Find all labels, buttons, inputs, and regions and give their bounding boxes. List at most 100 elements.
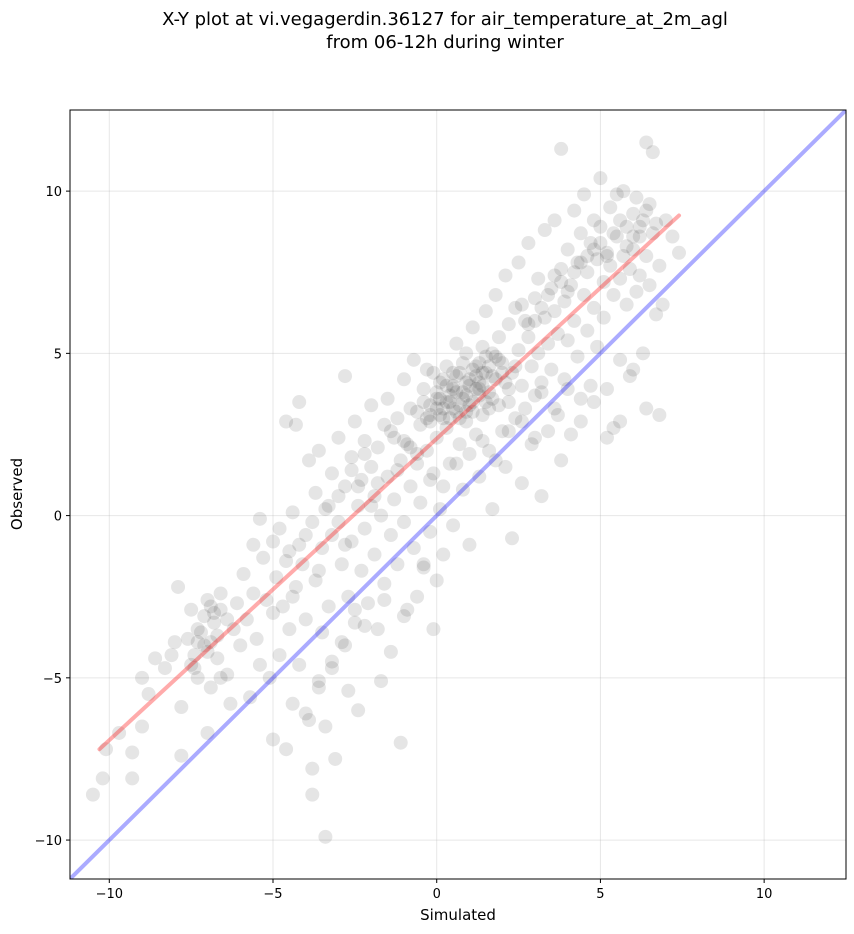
data-point xyxy=(554,274,569,289)
data-point xyxy=(616,249,631,264)
data-point xyxy=(423,408,438,423)
data-point xyxy=(586,242,601,257)
regression-line xyxy=(97,213,682,752)
data-point xyxy=(338,369,353,384)
data-point xyxy=(413,495,428,510)
data-point xyxy=(629,190,644,205)
data-point xyxy=(288,579,303,594)
data-point xyxy=(436,372,451,387)
data-point xyxy=(252,657,267,672)
data-point xyxy=(429,430,444,445)
data-point xyxy=(292,657,307,672)
data-point xyxy=(475,339,490,354)
data-point xyxy=(318,502,333,517)
data-point xyxy=(200,592,215,607)
data-point xyxy=(488,287,503,302)
grid-lines xyxy=(70,110,846,879)
data-point xyxy=(354,563,369,578)
data-point xyxy=(632,219,647,234)
data-point xyxy=(560,333,575,348)
data-point xyxy=(446,365,461,380)
data-point xyxy=(508,411,523,426)
data-point xyxy=(635,346,650,361)
data-point xyxy=(626,229,641,244)
data-point xyxy=(501,317,516,332)
data-point xyxy=(207,615,222,630)
data-point xyxy=(436,411,451,426)
data-point xyxy=(521,317,536,332)
data-point xyxy=(406,541,421,556)
data-point xyxy=(338,537,353,552)
data-point xyxy=(446,378,461,393)
data-point xyxy=(491,352,506,367)
data-point xyxy=(462,378,477,393)
data-point xyxy=(541,336,556,351)
data-point xyxy=(364,459,379,474)
data-point xyxy=(465,404,480,419)
data-point xyxy=(452,398,467,413)
data-point xyxy=(141,687,156,702)
data-point xyxy=(557,372,572,387)
data-point xyxy=(560,284,575,299)
data-point xyxy=(482,443,497,458)
data-point xyxy=(475,378,490,393)
data-point xyxy=(347,615,362,630)
plot-frame xyxy=(69,109,847,880)
data-point xyxy=(475,365,490,380)
data-point xyxy=(203,599,218,614)
data-point xyxy=(652,258,667,273)
data-point xyxy=(324,466,339,481)
data-point xyxy=(505,531,520,546)
y-tick-label: −10 xyxy=(35,834,62,849)
data-point xyxy=(193,625,208,640)
data-point xyxy=(324,661,339,676)
data-point xyxy=(220,612,235,627)
data-point xyxy=(442,411,457,426)
data-point xyxy=(321,498,336,513)
data-point xyxy=(472,356,487,371)
data-point xyxy=(423,472,438,487)
data-point xyxy=(619,239,634,254)
data-point xyxy=(550,326,565,341)
y-tick-label: −5 xyxy=(43,672,62,687)
data-point xyxy=(419,362,434,377)
data-point xyxy=(622,261,637,276)
data-point xyxy=(508,359,523,374)
data-point xyxy=(619,297,634,312)
data-point xyxy=(475,408,490,423)
data-point xyxy=(518,313,533,328)
data-point xyxy=(285,505,300,520)
data-point xyxy=(622,369,637,384)
data-point xyxy=(426,466,441,481)
data-point xyxy=(501,395,516,410)
data-point xyxy=(429,385,444,400)
data-point xyxy=(521,236,536,251)
data-point xyxy=(590,252,605,267)
data-point xyxy=(485,391,500,406)
data-point xyxy=(531,271,546,286)
data-point xyxy=(462,372,477,387)
data-point xyxy=(187,648,202,663)
data-point xyxy=(357,433,372,448)
data-point xyxy=(305,761,320,776)
data-point xyxy=(459,414,474,429)
data-point xyxy=(99,742,114,757)
data-point xyxy=(478,395,493,410)
data-point xyxy=(482,385,497,400)
data-point xyxy=(236,566,251,581)
data-point xyxy=(586,395,601,410)
data-point xyxy=(226,622,241,637)
data-point xyxy=(308,573,323,588)
data-point xyxy=(374,674,389,689)
data-point xyxy=(609,187,624,202)
data-point xyxy=(190,622,205,637)
data-point xyxy=(282,622,297,637)
data-point xyxy=(410,589,425,604)
data-point xyxy=(416,395,431,410)
data-point xyxy=(616,184,631,199)
data-point xyxy=(491,398,506,413)
data-point xyxy=(570,349,585,364)
data-point xyxy=(266,605,281,620)
x-tick-label: 0 xyxy=(433,887,441,902)
data-point xyxy=(292,395,307,410)
